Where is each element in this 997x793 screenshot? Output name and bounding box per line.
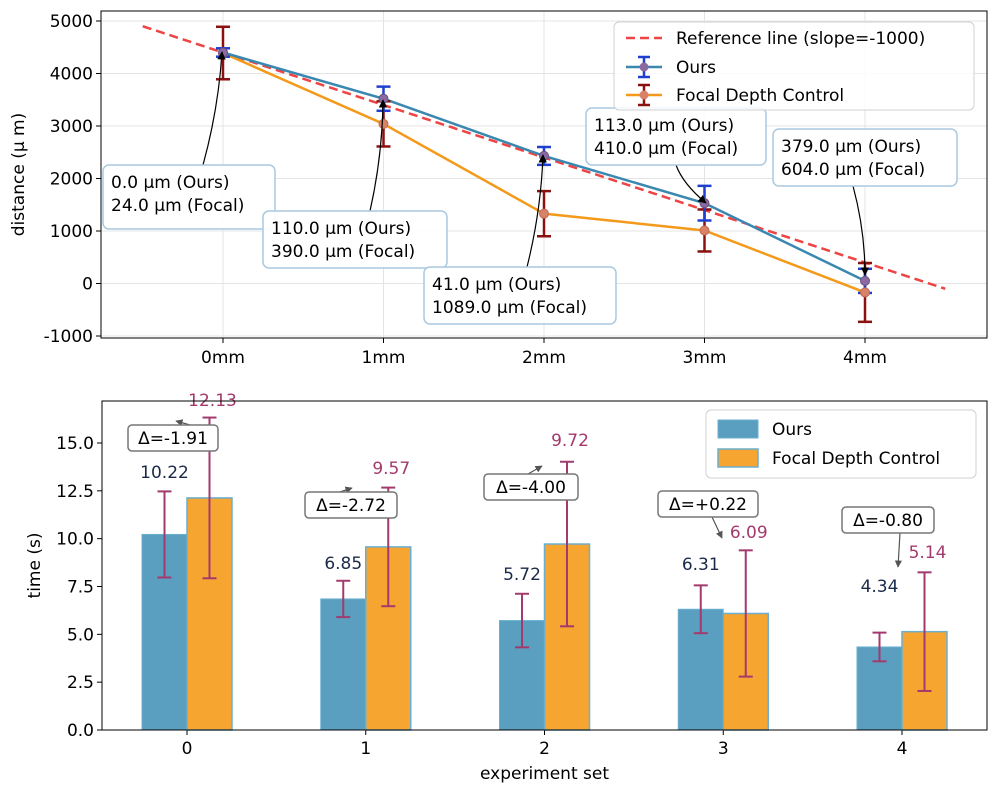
- legend-focal-marker: [639, 90, 649, 100]
- ours-value-label: 6.85: [324, 554, 362, 574]
- bottom-axes-frame: [101, 400, 988, 731]
- annotation-arrow: [526, 154, 547, 268]
- y-tick-label: 5000: [50, 12, 93, 32]
- annotation-box: [423, 266, 617, 325]
- annotation-focal-text: 24.0 μm (Focal): [111, 196, 244, 216]
- y-tick-label: 0: [82, 275, 93, 295]
- annotation-arrow: [852, 185, 870, 276]
- x-tick-label: 4: [897, 739, 908, 759]
- delta-arrow: [527, 465, 543, 475]
- ours-bar: [320, 598, 367, 731]
- annotation-ours-text: 379.0 μm (Ours): [781, 137, 921, 157]
- delta-box: [483, 473, 579, 501]
- ours-point: [539, 150, 549, 161]
- annotation-arrow: [675, 164, 707, 204]
- y-tick-label: 5.0: [67, 625, 94, 645]
- annotation-box: [772, 128, 958, 187]
- legend: Reference line (slope=-1000) Ours Focal De…: [613, 21, 975, 111]
- annotation-focal-text: 1089.0 μm (Focal): [432, 298, 587, 318]
- x-tick-label: 1: [360, 739, 371, 759]
- annotation-ours-text: 41.0 μm (Ours): [432, 275, 561, 295]
- annotation-ours-text: 0.0 μm (Ours): [111, 173, 230, 193]
- focal-value-label: 5.14: [909, 543, 947, 563]
- ours-value-label: 10.22: [140, 463, 189, 483]
- legend-ours-swatch: [717, 419, 759, 439]
- annotation-ours-text: 113.0 μm (Ours): [594, 116, 734, 136]
- distance-chart: -1000 0 1000 2000 3000 4000 5000 0mm 1mm 2mm 3mm 4m…: [9, 10, 988, 368]
- y-tick-label: 4000: [50, 65, 93, 85]
- legend-focal-label: Focal Depth Control: [772, 449, 940, 469]
- y-tick-label: -1000: [44, 327, 93, 347]
- x-axis-label: experiment set: [480, 764, 609, 784]
- time-bar-chart: 0.0 2.5 5.0 7.5 10.0 12.5 15.0 0 1 2 3 4 experiment …: [25, 391, 988, 784]
- delta-box: [304, 491, 398, 519]
- legend: Ours Focal Depth Control: [705, 409, 977, 479]
- focal-point: [699, 225, 710, 236]
- delta-box: [127, 424, 219, 452]
- y-axis-label: distance (μ m): [9, 113, 29, 236]
- x-tick-label: 2mm: [522, 348, 566, 368]
- x-tick-label: 3: [718, 739, 729, 759]
- annotation-arrow: [202, 51, 226, 166]
- annotation-box: [262, 210, 448, 269]
- ours-point: [699, 198, 710, 209]
- ours-value-label: 5.72: [503, 565, 541, 585]
- x-tick-label: 2: [539, 739, 550, 759]
- x-tick-label: 0: [182, 739, 193, 759]
- focal-value-label: 9.57: [372, 459, 410, 479]
- ours-point: [218, 47, 228, 58]
- y-axis-label: time (s): [25, 533, 45, 599]
- y-tick-label: 2.5: [67, 673, 94, 693]
- focal-point: [378, 118, 389, 129]
- delta-label: Δ=-2.72: [316, 496, 386, 516]
- y-tick-label: 15.0: [56, 434, 94, 454]
- annotation-focal-text: 604.0 μm (Focal): [781, 160, 925, 180]
- legend-ours-marker: [639, 62, 649, 72]
- focal-point: [539, 208, 549, 219]
- y-tick-label: 10.0: [56, 530, 94, 550]
- delta-label: Δ=-4.00: [496, 478, 566, 498]
- y-tick-label: 2000: [50, 170, 93, 190]
- legend-ours-label: Ours: [676, 58, 716, 78]
- x-tick-label: 0mm: [201, 348, 245, 368]
- y-tick-label: 7.5: [67, 578, 94, 598]
- x-tick-label: 3mm: [683, 348, 727, 368]
- focal-value-label: 6.09: [730, 523, 768, 543]
- annotation-focal-text: 390.0 μm (Focal): [271, 242, 415, 262]
- ours-value-label: 6.31: [682, 555, 720, 575]
- delta-arrow: [894, 532, 902, 568]
- annotation-focal-text: 410.0 μm (Focal): [594, 139, 738, 159]
- delta-label: Δ=-1.91: [138, 429, 208, 449]
- annotation-box: [102, 164, 276, 230]
- delta-arrow: [711, 516, 723, 539]
- ours-value-label: 4.34: [861, 577, 899, 597]
- delta-box: [657, 490, 759, 518]
- legend-frame: [705, 409, 977, 479]
- focal-value-label: 9.72: [551, 431, 589, 451]
- y-tick-label: 0.0: [67, 721, 94, 741]
- y-tick-label: 3000: [50, 117, 93, 137]
- top-axes-frame: [100, 10, 988, 339]
- legend-focal-swatch: [717, 448, 759, 468]
- x-tick-label: 1mm: [362, 348, 406, 368]
- annotation-ours-text: 110.0 μm (Ours): [271, 219, 411, 239]
- legend-reference-label: Reference line (slope=-1000): [676, 29, 925, 49]
- annotation-arrow: [369, 99, 388, 212]
- legend-frame: [613, 21, 975, 111]
- delta-label: Δ=-0.80: [853, 511, 923, 531]
- delta-label: Δ=+0.22: [669, 495, 747, 515]
- legend-ours-label: Ours: [772, 420, 812, 440]
- delta-box: [841, 506, 935, 534]
- x-tick-label: 4mm: [843, 348, 887, 368]
- legend-focal-label: Focal Depth Control: [676, 86, 844, 106]
- y-tick-label: 1000: [50, 222, 93, 242]
- y-tick-label: 12.5: [56, 482, 94, 502]
- ours-point: [860, 275, 870, 286]
- focal-point: [860, 287, 870, 298]
